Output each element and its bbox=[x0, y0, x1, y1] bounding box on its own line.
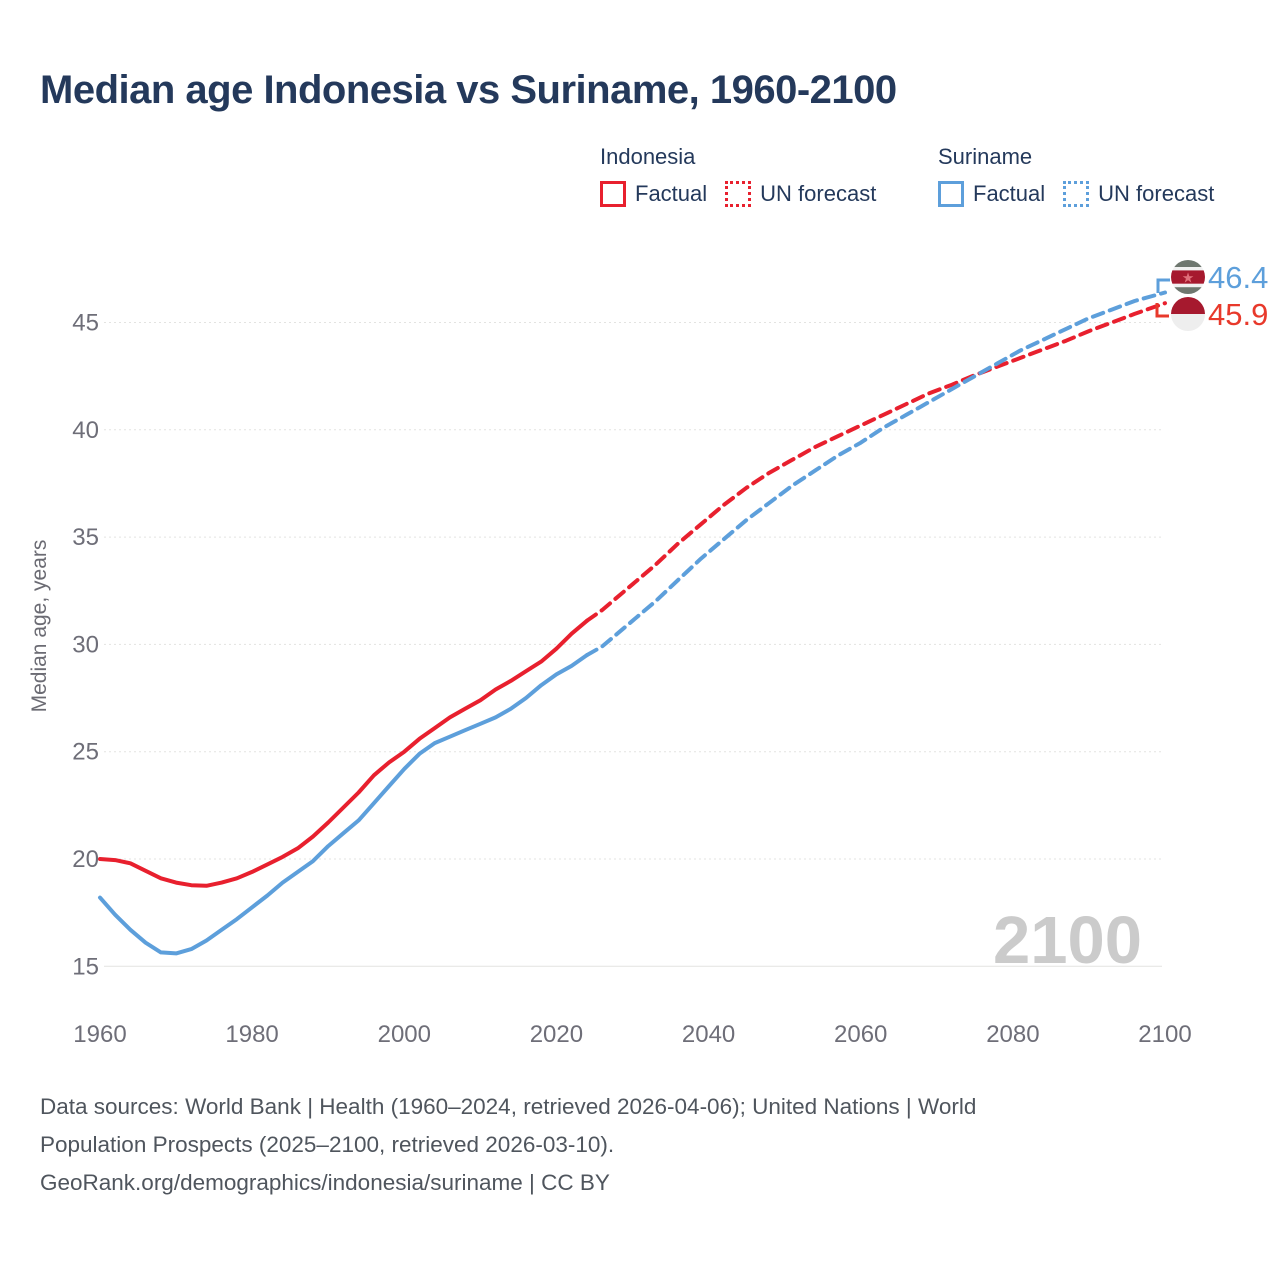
y-tick-label: 20 bbox=[72, 846, 99, 873]
suriname-connector bbox=[1156, 278, 1170, 293]
legend-items: Factual UN forecast bbox=[600, 181, 876, 207]
legend-item-suriname-factual: Factual bbox=[938, 181, 1045, 207]
indonesia-un-forecast-line bbox=[584, 301, 1167, 623]
y-tick-label: 35 bbox=[72, 524, 99, 551]
legend-item-label: Factual bbox=[635, 181, 708, 206]
suriname-flag-icon: ★ bbox=[1171, 260, 1205, 294]
x-tick-label: 2080 bbox=[986, 1021, 1039, 1048]
legend: Indonesia Factual UN forecast Suriname F… bbox=[600, 144, 1260, 224]
series-lines bbox=[98, 290, 1167, 956]
x-tick-label: 1960 bbox=[73, 1021, 126, 1048]
legend-group-indonesia: Indonesia Factual UN forecast bbox=[600, 144, 876, 207]
suriname-factual-swatch-icon bbox=[938, 181, 964, 207]
y-gridlines bbox=[104, 322, 1162, 967]
legend-item-suriname-forecast: UN forecast bbox=[1063, 181, 1214, 207]
suriname-factual-line bbox=[98, 653, 589, 956]
y-tick-label: 25 bbox=[72, 739, 99, 766]
footer-attribution: Data sources: World Bank | Health (1960–… bbox=[40, 1088, 976, 1202]
y-tick-label: 30 bbox=[72, 631, 99, 658]
suriname-star-icon: ★ bbox=[1182, 270, 1195, 286]
y-axis-title: Median age, years bbox=[28, 540, 51, 713]
footer-line: Data sources: World Bank | Health (1960–… bbox=[40, 1094, 977, 1119]
legend-item-label: Factual bbox=[973, 181, 1046, 206]
legend-item-label: UN forecast bbox=[760, 181, 877, 206]
x-tick-label: 1980 bbox=[225, 1021, 278, 1048]
footer-line: Population Prospects (2025–2100, retriev… bbox=[40, 1132, 615, 1157]
legend-country-label: Indonesia bbox=[600, 144, 696, 169]
suriname-end-value: 46.4 bbox=[1208, 260, 1268, 295]
legend-item-indonesia-factual: Factual bbox=[600, 181, 707, 207]
suriname-un-forecast-line bbox=[584, 290, 1167, 658]
indonesia-factual-line bbox=[98, 618, 589, 888]
indonesia-forecast-swatch-icon bbox=[725, 181, 752, 207]
indonesia-end-value: 45.9 bbox=[1208, 297, 1268, 332]
y-tick-label: 15 bbox=[72, 953, 99, 980]
legend-item-label: UN forecast bbox=[1098, 181, 1215, 206]
x-tick-label: 2100 bbox=[1138, 1021, 1191, 1048]
indonesia-connector bbox=[1155, 303, 1169, 318]
suriname-forecast-swatch-icon bbox=[1063, 181, 1090, 207]
indonesia-factual-swatch-icon bbox=[600, 181, 626, 207]
x-tick-label: 2020 bbox=[530, 1021, 583, 1048]
legend-group-suriname: Suriname Factual UN forecast bbox=[938, 144, 1214, 207]
legend-country-label: Suriname bbox=[938, 144, 1033, 169]
x-tick-label: 2000 bbox=[378, 1021, 431, 1048]
y-tick-label: 40 bbox=[72, 417, 99, 444]
axis-ticks: 15 20 25 30 35 40 45 1960 1980 2000 2020 2040 2060 20… bbox=[72, 310, 1191, 1049]
footer-line: GeoRank.org/demographics/indonesia/surin… bbox=[40, 1170, 610, 1195]
x-tick-label: 2060 bbox=[834, 1021, 887, 1048]
chart-title: Median age Indonesia vs Suriname, 1960-2… bbox=[40, 68, 897, 112]
legend-items: Factual UN forecast bbox=[938, 181, 1214, 207]
indonesia-flag-icon bbox=[1171, 297, 1205, 331]
x-tick-label: 2040 bbox=[682, 1021, 735, 1048]
legend-item-indonesia-forecast: UN forecast bbox=[725, 181, 876, 207]
watermark-year: 2100 bbox=[993, 903, 1142, 978]
y-tick-label: 45 bbox=[72, 310, 99, 337]
